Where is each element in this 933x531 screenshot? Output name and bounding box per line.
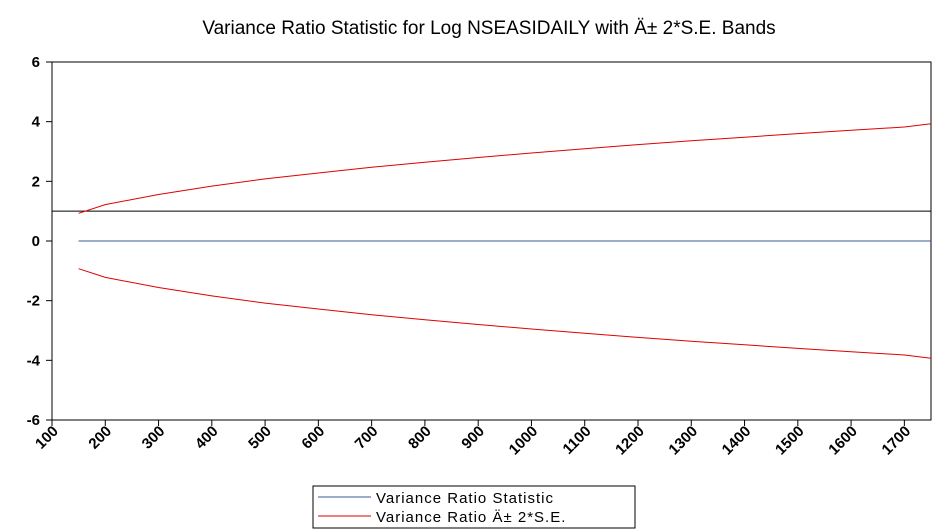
x-tick-label: 1700 — [879, 423, 915, 459]
y-tick-label: 6 — [32, 54, 40, 71]
series-line-1 — [78, 123, 932, 214]
x-tick-label: 1600 — [825, 423, 861, 459]
x-tick-label: 800 — [405, 423, 435, 453]
x-tick-label: 1100 — [560, 423, 595, 458]
y-tick-label: 0 — [32, 233, 40, 250]
legend: Variance Ratio Statistic Variance Ratio … — [312, 485, 636, 529]
x-tick-label: 400 — [192, 423, 222, 453]
y-tick-label: 4 — [32, 114, 41, 131]
chart-title: Variance Ratio Statistic for Log NSEASID… — [202, 18, 775, 39]
x-tick-label: 300 — [139, 423, 169, 453]
y-tick-label: -2 — [27, 293, 40, 310]
legend-label-variance-ratio-bands: Variance Ratio Ä± 2*S.E. — [376, 509, 566, 526]
plot-area — [51, 61, 932, 421]
x-tick-label: 1500 — [772, 423, 808, 459]
x-tick-label: 1300 — [665, 423, 701, 459]
x-tick-label: 600 — [298, 423, 328, 453]
y-tick-label: -4 — [27, 352, 41, 369]
y-axis: 6 4 2 0 -2 -4 -6 — [27, 54, 52, 429]
x-tick-label: 1000 — [506, 423, 542, 459]
legend-box — [312, 485, 636, 529]
x-tick-label: 500 — [245, 423, 275, 453]
x-tick-label: 1200 — [612, 423, 648, 459]
x-tick-label: 700 — [352, 423, 382, 453]
series-line-2 — [78, 268, 932, 359]
x-axis: 100 200 300 400 500 600 700 800 900 1000 1100 1200 1… — [32, 420, 914, 458]
legend-label-variance-ratio-statistic: Variance Ratio Statistic — [376, 490, 554, 507]
x-tick-label: 900 — [458, 423, 488, 453]
x-tick-label: 1400 — [719, 423, 755, 459]
x-tick-label: 200 — [85, 423, 115, 453]
y-tick-label: 2 — [32, 173, 40, 190]
y-tick-label: -6 — [27, 412, 40, 429]
